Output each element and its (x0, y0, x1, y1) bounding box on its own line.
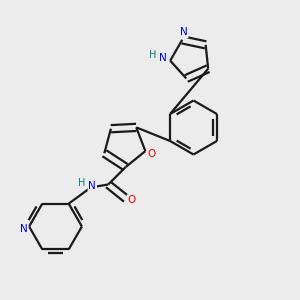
Text: N: N (88, 181, 96, 191)
Text: H: H (78, 178, 85, 188)
Text: N: N (20, 224, 28, 235)
Text: O: O (148, 149, 156, 159)
Text: O: O (128, 195, 136, 205)
Text: H: H (149, 50, 157, 60)
Text: N: N (180, 27, 188, 38)
Text: N: N (159, 53, 167, 63)
